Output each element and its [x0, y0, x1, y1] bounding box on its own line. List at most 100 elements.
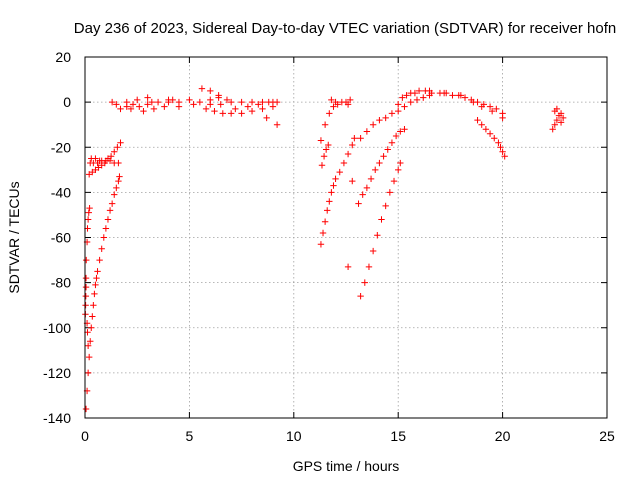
x-tick-label: 5 — [186, 428, 194, 444]
data-point — [397, 128, 404, 135]
axis-ticks: 0 5 10 15 20 25 -140 -120 -100 -80 -60 -40 -20 0 20 — [43, 49, 615, 444]
data-point — [88, 324, 95, 331]
plot-frame — [84, 56, 608, 419]
data-point — [557, 119, 565, 126]
data-point — [399, 94, 406, 101]
data-point — [344, 101, 352, 108]
data-point — [129, 101, 137, 108]
data-point — [92, 155, 99, 162]
series-midday-steep-1 — [317, 141, 356, 248]
data-point — [486, 130, 494, 137]
data-point — [497, 144, 504, 151]
data-point — [223, 96, 231, 104]
series-midday-diagonal-1 — [355, 126, 408, 207]
data-point — [321, 218, 329, 225]
data-point — [227, 110, 235, 117]
data-point — [115, 177, 122, 185]
data-point — [344, 150, 352, 158]
data-point — [113, 101, 120, 108]
data-point — [134, 96, 141, 104]
data-point — [248, 98, 256, 106]
data-point — [392, 132, 400, 140]
data-point — [378, 216, 385, 223]
data-point — [116, 173, 123, 180]
data-point — [384, 146, 391, 153]
data-point — [388, 110, 396, 117]
data-point — [376, 116, 383, 124]
data-point — [161, 103, 168, 110]
data-point — [140, 107, 147, 115]
data-point — [113, 184, 120, 192]
data-point — [382, 202, 389, 210]
x-tick-label: 10 — [286, 428, 302, 444]
data-point — [319, 229, 327, 237]
data-point — [108, 200, 116, 207]
y-tick-label: -120 — [43, 365, 71, 381]
data-point — [478, 103, 485, 110]
data-point — [82, 274, 90, 282]
data-point — [357, 292, 364, 300]
data-point — [326, 110, 333, 117]
y-tick-label: -100 — [43, 320, 71, 336]
data-point — [336, 168, 343, 176]
data-point — [322, 146, 330, 153]
data-point — [499, 114, 506, 122]
data-point — [493, 105, 500, 113]
y-tick-label: 20 — [55, 49, 71, 65]
data-point — [440, 89, 448, 97]
data-point — [87, 338, 94, 345]
data-point — [401, 103, 408, 110]
data-point — [330, 182, 337, 189]
data-point — [96, 256, 103, 264]
data-point — [328, 189, 335, 196]
data-point — [549, 126, 556, 133]
data-point — [107, 153, 115, 160]
series-left-vertical-cluster — [82, 204, 93, 349]
data-point — [165, 96, 172, 104]
data-point — [84, 369, 92, 377]
data-point — [346, 96, 354, 104]
data-points — [82, 85, 567, 413]
series-morning-band — [108, 85, 281, 128]
data-point — [207, 87, 214, 95]
data-point — [115, 159, 122, 167]
data-point — [367, 175, 375, 183]
data-point — [111, 191, 118, 198]
data-point — [94, 268, 101, 275]
data-point — [106, 207, 114, 214]
data-point — [85, 353, 93, 361]
data-point — [198, 85, 206, 92]
data-point — [426, 87, 433, 95]
data-point — [255, 101, 262, 108]
data-point — [202, 105, 210, 113]
data-point — [248, 107, 256, 115]
data-point — [482, 126, 490, 133]
data-point — [196, 98, 204, 106]
data-point — [238, 98, 245, 106]
data-point — [461, 94, 469, 101]
data-point — [559, 114, 567, 122]
x-tick-label: 0 — [81, 428, 89, 444]
data-point — [474, 116, 481, 124]
data-point — [411, 89, 419, 97]
series-afternoon-hump — [395, 87, 506, 122]
data-point — [363, 128, 371, 135]
data-point — [551, 121, 558, 128]
data-point — [93, 274, 100, 282]
data-point — [325, 141, 332, 149]
y-tick-label: -60 — [51, 230, 71, 246]
data-point — [96, 157, 103, 164]
data-point — [357, 135, 364, 142]
data-point — [263, 114, 270, 122]
data-point — [486, 103, 494, 110]
data-point — [501, 153, 508, 160]
series-midday-diagonal-2 — [357, 159, 404, 300]
data-point — [82, 301, 89, 309]
data-point — [82, 405, 90, 413]
data-point — [136, 103, 143, 110]
data-point — [320, 153, 328, 160]
series-late-cluster — [549, 105, 567, 133]
data-point — [390, 177, 398, 185]
data-point — [395, 101, 402, 108]
